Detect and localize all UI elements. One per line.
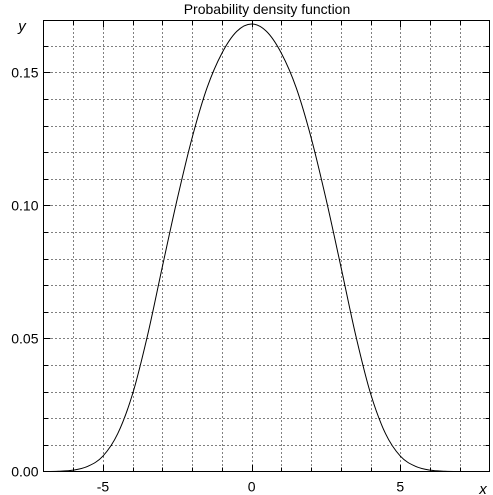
grid — [43, 20, 490, 472]
x-tick-label: 0 — [248, 479, 256, 495]
tick-labels: -5 0 5 0.00 0.05 0.10 0.15 — [11, 64, 404, 494]
plot-frame — [43, 20, 490, 472]
y-axis-label: y — [17, 18, 27, 35]
chart-title: Probability density function — [184, 1, 351, 17]
x-tick-label: 5 — [396, 479, 404, 495]
density-curve — [43, 23, 490, 473]
ticks — [43, 20, 490, 472]
y-tick-label: 0.10 — [11, 197, 38, 213]
x-tick-label: -5 — [97, 479, 110, 495]
x-axis-label: x — [478, 481, 487, 495]
y-tick-label: 0.00 — [11, 464, 38, 480]
y-tick-label: 0.05 — [11, 330, 38, 346]
y-tick-label: 0.15 — [11, 64, 38, 80]
